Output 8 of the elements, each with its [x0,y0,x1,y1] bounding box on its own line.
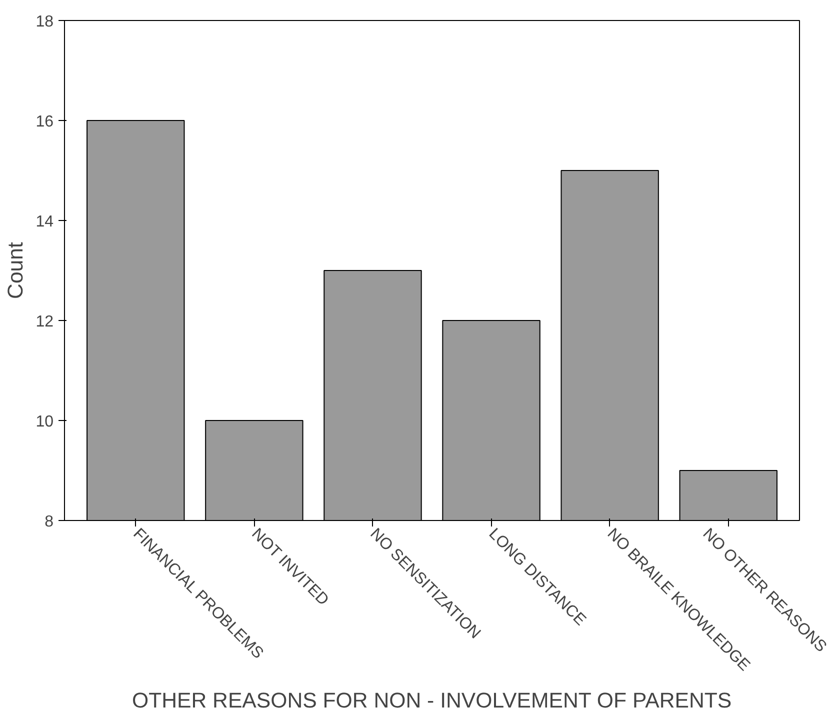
y-tick-label: 10 [36,414,54,430]
y-tick-label: 8 [44,514,54,530]
y-tick-label: 18 [36,14,54,30]
y-tick-label: 16 [36,114,54,130]
y-tick-label: 14 [36,214,54,230]
y-axis-title: Count [4,242,28,299]
x-axis-title: OTHER REASONS FOR NON - INVOLVEMENT OF PARENTS [132,688,732,713]
y-tick-label: 12 [36,314,54,330]
